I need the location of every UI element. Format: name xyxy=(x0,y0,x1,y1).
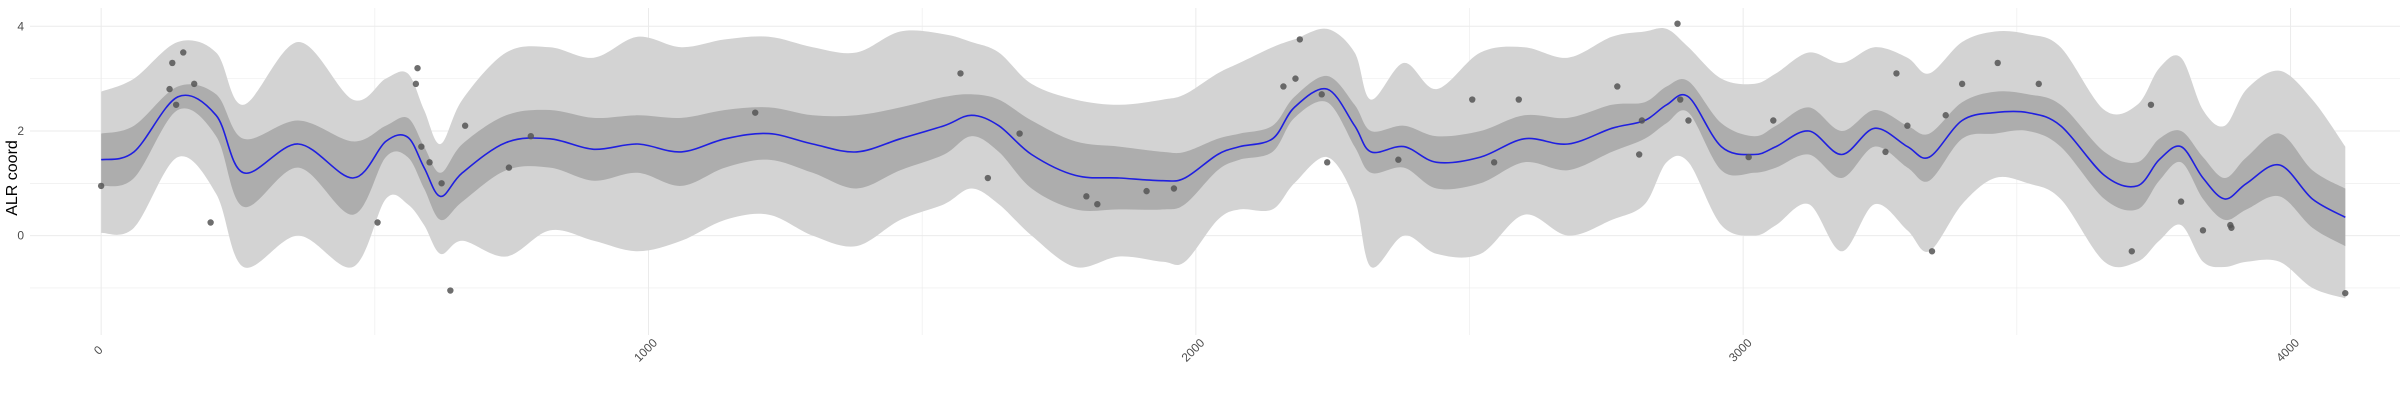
data-point xyxy=(2342,289,2349,297)
data-point xyxy=(1745,153,1752,161)
data-point xyxy=(1635,151,1643,158)
data-point xyxy=(1318,91,1325,98)
data-point xyxy=(191,80,198,88)
data-point xyxy=(1674,20,1681,27)
data-point xyxy=(414,64,421,72)
data-point xyxy=(1893,70,1900,77)
x-tick-label: 4000 xyxy=(2273,336,2302,365)
data-point xyxy=(1942,112,1949,119)
data-point xyxy=(1469,96,1476,103)
data-point xyxy=(1685,117,1692,124)
data-point xyxy=(2128,248,2136,255)
data-point xyxy=(166,85,173,93)
data-point xyxy=(418,143,425,150)
data-point xyxy=(2228,224,2235,231)
x-tick-label: 3000 xyxy=(1726,336,1755,365)
y-tick-label: 0 xyxy=(17,229,24,243)
data-point xyxy=(2177,198,2185,205)
x-axis-tick-labels: 0 1000 2000 3000 4000 xyxy=(91,336,2302,365)
data-point xyxy=(1515,96,1522,103)
data-point xyxy=(984,174,992,182)
data-point xyxy=(97,182,105,190)
data-point xyxy=(2035,80,2042,88)
observed-points xyxy=(97,20,2349,297)
data-point xyxy=(1614,83,1621,90)
y-tick-label: 2 xyxy=(17,124,24,138)
data-point xyxy=(207,219,214,226)
data-point xyxy=(957,70,964,77)
y-axis-title: ALR coord xyxy=(4,140,21,216)
data-point xyxy=(1324,159,1331,166)
data-point xyxy=(1143,187,1150,195)
data-point xyxy=(1395,156,1402,163)
x-tick-label: 0 xyxy=(91,343,106,358)
data-point xyxy=(172,101,180,108)
x-tick-label: 1000 xyxy=(631,336,660,365)
data-point xyxy=(1016,130,1023,137)
data-point xyxy=(1083,193,1090,200)
mean-line-layer xyxy=(101,87,2346,219)
data-point xyxy=(1638,117,1646,124)
data-point xyxy=(1958,80,1966,88)
data-point xyxy=(461,122,469,129)
y-axis-tick-labels: 0 2 4 xyxy=(17,19,24,242)
data-point xyxy=(447,287,454,294)
data-point xyxy=(1094,201,1101,208)
data-point xyxy=(374,219,381,226)
y-tick-label: 4 xyxy=(17,19,24,33)
data-point xyxy=(1292,75,1299,82)
data-point xyxy=(412,80,420,88)
data-point xyxy=(505,164,513,171)
inner-confidence-band-layer xyxy=(101,75,2346,247)
data-point xyxy=(1280,83,1287,90)
data-point xyxy=(752,109,759,116)
data-point xyxy=(1994,59,2001,67)
mean-line xyxy=(101,87,2346,219)
data-point xyxy=(1928,248,1936,255)
data-point xyxy=(1170,185,1178,192)
data-point xyxy=(1490,159,1498,166)
data-point xyxy=(180,49,187,56)
data-point xyxy=(438,180,445,187)
inner-confidence-band xyxy=(101,75,2346,247)
data-point xyxy=(2199,227,2207,234)
data-point xyxy=(1770,117,1777,124)
data-point xyxy=(1296,36,1304,43)
data-point xyxy=(1882,148,1889,156)
data-point xyxy=(426,159,433,166)
data-point xyxy=(1904,122,1911,129)
data-point xyxy=(169,59,176,67)
data-point xyxy=(2147,101,2155,108)
data-point xyxy=(527,132,535,140)
data-point xyxy=(1677,96,1684,103)
x-tick-label: 2000 xyxy=(1179,336,1208,365)
